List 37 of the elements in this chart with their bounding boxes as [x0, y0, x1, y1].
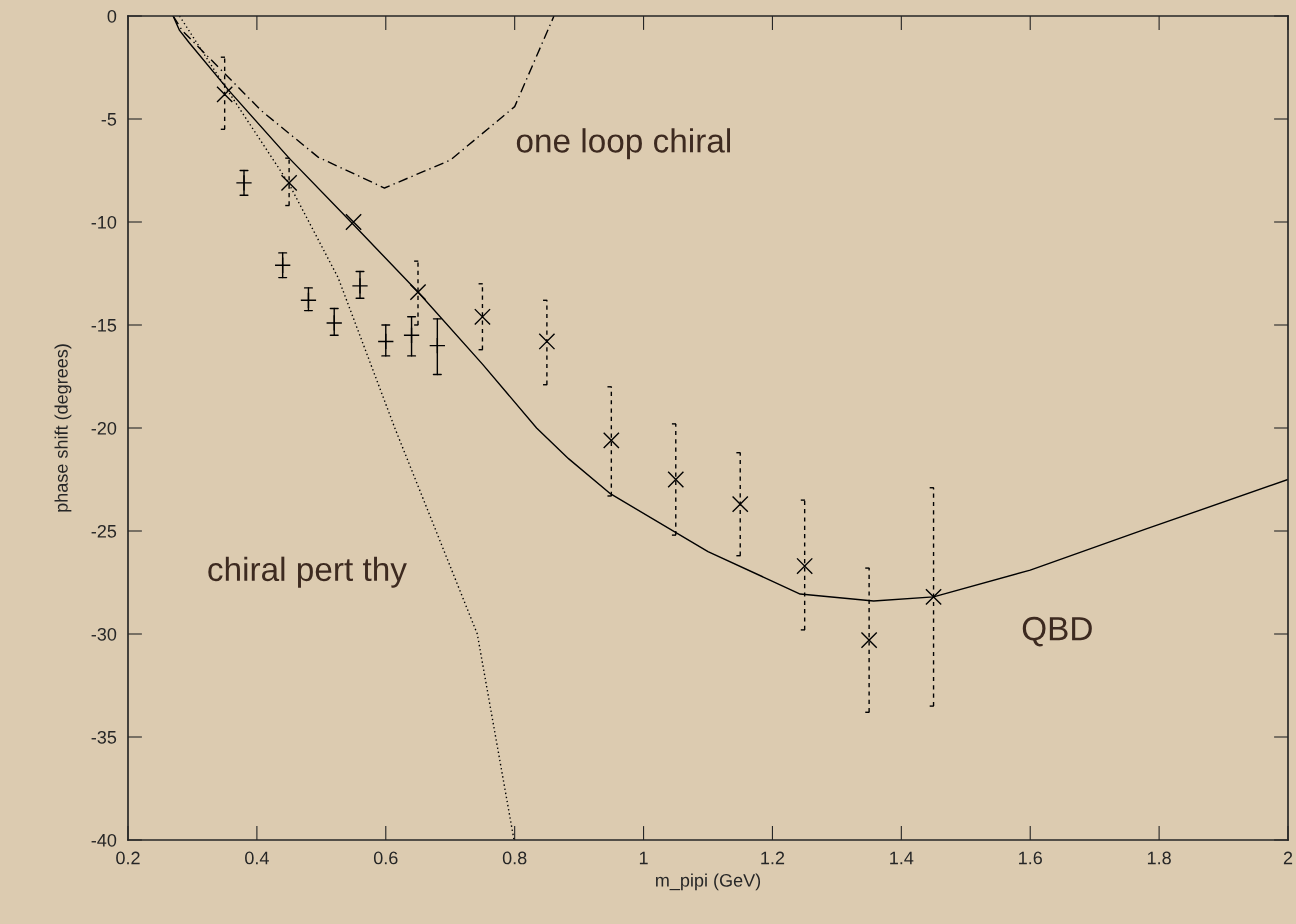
y-axis-title: phase shift (degrees)	[54, 344, 72, 512]
point	[602, 432, 620, 449]
point	[538, 333, 556, 350]
x-tick-label: 0.8	[502, 851, 527, 865]
y-tick-label: -35	[91, 730, 117, 744]
point	[474, 308, 491, 326]
y-tick-label: -30	[91, 627, 117, 641]
x-axis-title: m_pipi (GeV)	[656, 873, 761, 891]
x-tick-label: 1	[639, 851, 648, 865]
annotation: chiral pert thy	[208, 556, 407, 588]
point	[731, 495, 749, 513]
point	[280, 174, 298, 192]
point	[216, 85, 234, 103]
y-tick-label: 0	[107, 9, 117, 23]
y-tick-label: -5	[101, 113, 117, 126]
x-tick-label: 1.4	[890, 851, 914, 865]
y-tick-label: -10	[91, 215, 117, 229]
y-tick-label: -25	[91, 524, 117, 538]
annotation: one loop chiral	[516, 128, 731, 160]
x-tick-label: 1.2	[761, 851, 785, 865]
x-tick-label: 1.6	[1019, 851, 1042, 865]
y-tick-label: -40	[91, 833, 117, 847]
point	[796, 557, 814, 575]
y-tick-label: -15	[91, 319, 117, 332]
point	[377, 333, 395, 350]
annotation: QBD	[1022, 616, 1092, 647]
point	[345, 213, 362, 231]
point	[925, 588, 942, 606]
x-tick-label: 0.4	[245, 851, 269, 865]
x-tick-label: 2	[1283, 851, 1293, 865]
x-tick-label: 0.2	[116, 851, 140, 865]
point	[860, 631, 878, 649]
y-tick-label: -20	[91, 421, 117, 435]
x-tick-label: 1.8	[1147, 851, 1171, 865]
point	[667, 471, 685, 488]
point	[409, 283, 427, 301]
x-tick-label: 0.6	[373, 851, 398, 865]
